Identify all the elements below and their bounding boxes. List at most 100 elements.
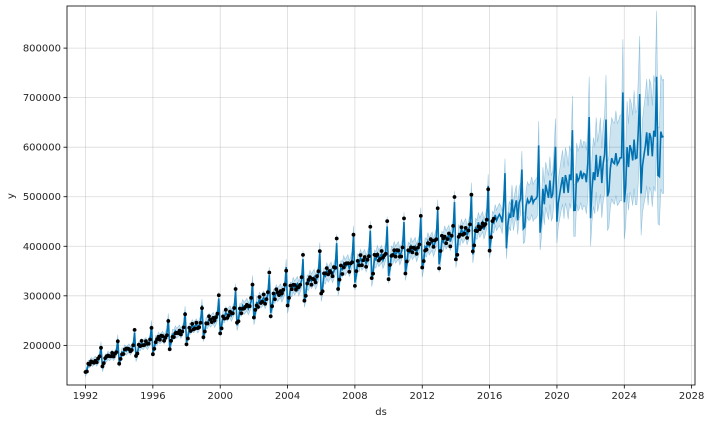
observed-point xyxy=(396,248,401,253)
observed-point xyxy=(148,337,153,342)
observed-point xyxy=(455,252,460,257)
observed-point xyxy=(371,271,375,276)
observed-point xyxy=(463,226,468,230)
observed-point xyxy=(139,339,144,343)
observed-point xyxy=(353,284,357,288)
observed-point xyxy=(261,292,266,297)
observed-point xyxy=(489,235,493,240)
x-tick-label: 2016 xyxy=(477,391,502,402)
observed-point xyxy=(169,338,174,343)
y-tick-label: 600000 xyxy=(23,143,61,154)
observed-point xyxy=(198,320,203,325)
observed-point xyxy=(417,242,422,247)
observed-point xyxy=(369,276,374,280)
observed-point xyxy=(475,229,479,234)
x-axis-label: ds xyxy=(375,407,387,418)
observed-point xyxy=(194,320,199,325)
observed-point xyxy=(216,293,221,298)
observed-point xyxy=(354,269,359,273)
observed-point xyxy=(252,315,256,320)
observed-point xyxy=(284,268,289,273)
observed-point xyxy=(183,312,188,317)
observed-point xyxy=(266,290,270,294)
observed-point xyxy=(442,234,447,239)
observed-point xyxy=(186,336,190,341)
observed-point xyxy=(179,332,183,337)
observed-point xyxy=(233,287,238,291)
observed-point xyxy=(454,257,458,262)
observed-point xyxy=(167,347,172,352)
observed-point xyxy=(218,331,223,336)
observed-point xyxy=(341,265,346,270)
observed-point xyxy=(400,245,405,250)
observed-point xyxy=(142,343,147,347)
observed-point xyxy=(308,275,312,280)
observed-point xyxy=(277,293,281,297)
observed-point xyxy=(131,343,136,348)
observed-point xyxy=(202,329,207,334)
observed-point xyxy=(268,314,273,319)
y-tick-label: 200000 xyxy=(23,341,61,352)
observed-point xyxy=(378,257,383,261)
observed-point xyxy=(111,354,116,359)
observed-point xyxy=(410,250,415,255)
observed-point xyxy=(236,319,241,324)
observed-point xyxy=(264,297,269,301)
observed-point xyxy=(165,333,169,338)
observed-point xyxy=(158,337,162,342)
observed-point xyxy=(416,245,420,250)
observed-point xyxy=(188,329,193,333)
observed-point xyxy=(469,192,474,197)
observed-point xyxy=(232,306,237,310)
observed-point xyxy=(430,238,434,243)
observed-point xyxy=(403,271,408,276)
observed-point xyxy=(388,263,392,267)
observed-point xyxy=(337,277,342,282)
x-tick-label: 1996 xyxy=(140,391,165,402)
observed-point xyxy=(486,187,491,192)
observed-point xyxy=(399,254,404,259)
observed-point xyxy=(316,269,321,274)
data-layer xyxy=(83,10,664,377)
observed-point xyxy=(181,325,186,330)
x-tick-label: 2000 xyxy=(207,391,232,402)
observed-point xyxy=(149,326,154,330)
observed-point xyxy=(239,311,244,316)
observed-point xyxy=(385,219,390,224)
observed-point xyxy=(121,352,126,356)
y-tick-label: 700000 xyxy=(23,93,61,104)
observed-point xyxy=(270,304,274,309)
observed-point xyxy=(329,270,333,275)
y-tick-label: 400000 xyxy=(23,242,61,253)
observed-point xyxy=(193,326,197,331)
observed-point xyxy=(298,282,303,287)
observed-point xyxy=(320,289,325,294)
observed-point xyxy=(421,259,426,263)
observed-point xyxy=(445,237,450,242)
observed-point xyxy=(152,346,157,351)
observed-point xyxy=(355,259,360,263)
observed-point xyxy=(215,311,220,316)
observed-point xyxy=(330,274,335,279)
observed-point xyxy=(226,313,231,318)
observed-point xyxy=(287,296,291,300)
observed-point xyxy=(402,216,406,221)
observed-point xyxy=(362,255,367,259)
observed-point xyxy=(214,315,218,320)
observed-point xyxy=(260,299,265,304)
observed-point xyxy=(413,247,418,251)
observed-point xyxy=(301,253,305,257)
observed-point xyxy=(386,277,391,282)
observed-point xyxy=(438,249,443,253)
observed-point xyxy=(197,325,202,330)
observed-point xyxy=(132,328,137,332)
observed-point xyxy=(334,236,339,241)
observed-point xyxy=(114,350,119,354)
observed-point xyxy=(383,251,388,256)
observed-point xyxy=(420,265,425,270)
observed-point xyxy=(444,241,448,246)
observed-point xyxy=(452,195,457,199)
observed-point xyxy=(115,339,120,344)
observed-point xyxy=(257,295,262,299)
